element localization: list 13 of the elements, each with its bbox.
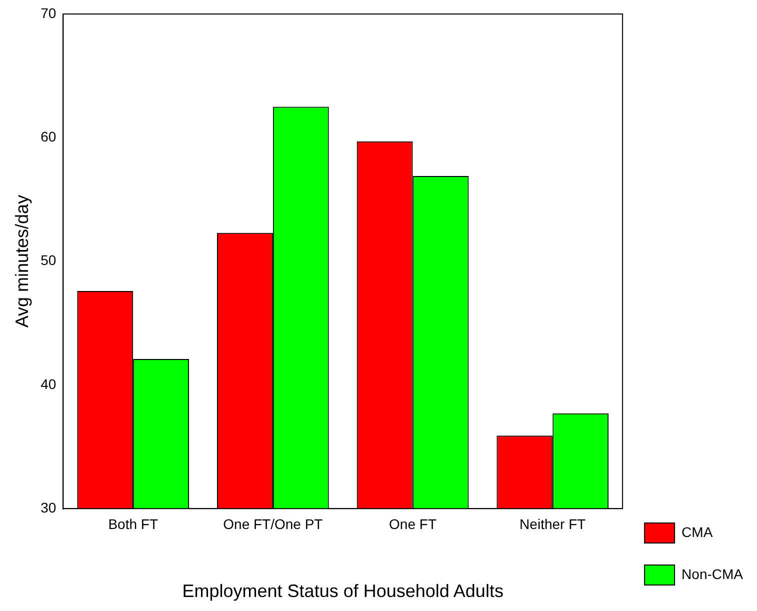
y-tick-label: 30 xyxy=(40,499,56,516)
x-tick-label: Both FT xyxy=(108,516,158,532)
x-axis-title: Employment Status of Household Adults xyxy=(182,581,504,602)
y-tick-label: 70 xyxy=(40,4,56,21)
legend-label: CMA xyxy=(682,524,714,540)
legend-label: Non-CMA xyxy=(682,566,744,582)
y-axis-title: Avg minutes/day xyxy=(12,194,32,328)
y-tick-label: 60 xyxy=(40,128,56,145)
x-tick-label: One FT/One PT xyxy=(223,516,324,532)
x-tick-label: One FT xyxy=(389,516,437,532)
y-tick-label: 50 xyxy=(40,252,56,268)
x-tick-label: Neither FT xyxy=(520,516,586,532)
y-tick-label: 40 xyxy=(40,376,56,392)
